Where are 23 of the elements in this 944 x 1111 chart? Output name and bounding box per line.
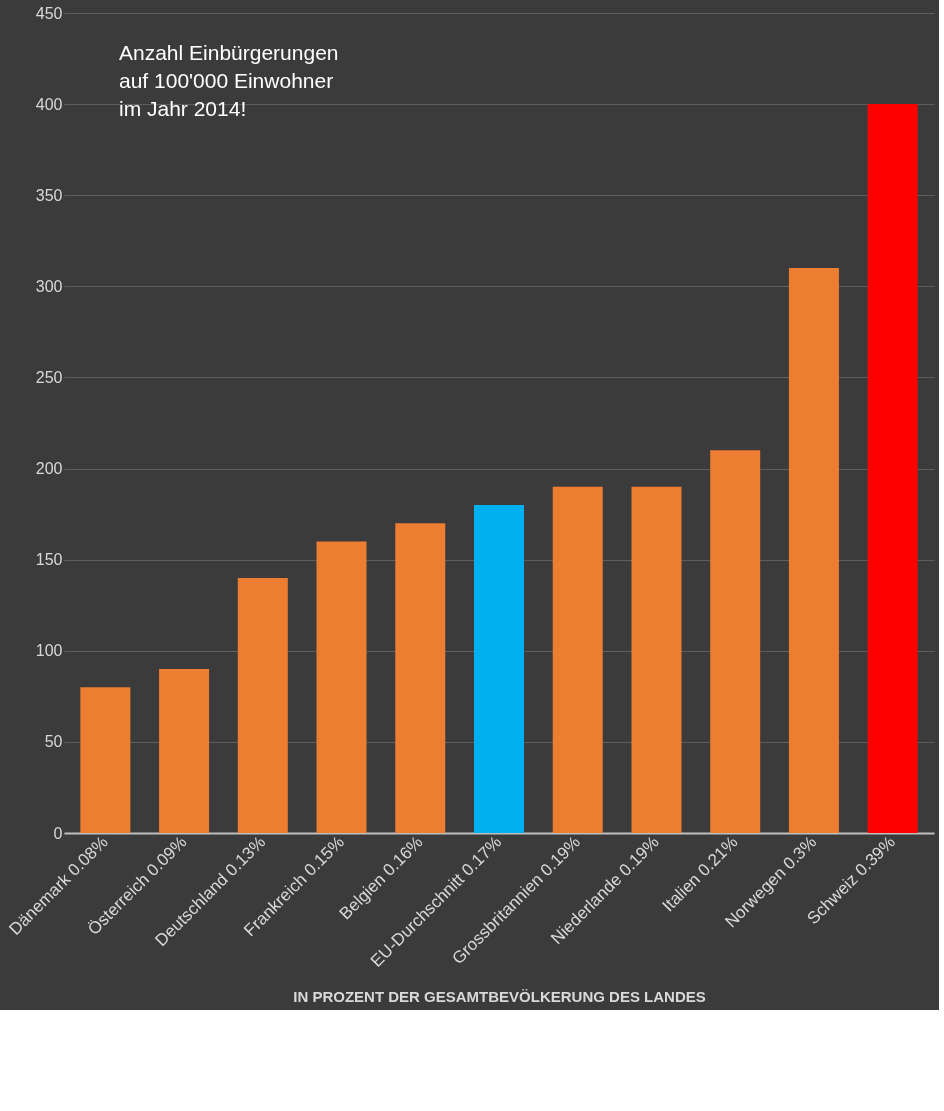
bar — [80, 687, 131, 833]
y-tick-label: 150 — [35, 551, 63, 569]
bar — [710, 450, 761, 833]
bar — [788, 268, 839, 833]
bar — [237, 577, 288, 833]
y-tick-label: 100 — [35, 642, 63, 660]
y-tick-label: 450 — [35, 4, 63, 22]
bar — [474, 505, 524, 833]
x-axis-title: IN PROZENT DER GESAMTBEVÖLKERUNG DES LANDES — [293, 988, 706, 1006]
y-tick-label: 200 — [35, 460, 63, 478]
bar — [395, 523, 446, 833]
bar — [316, 541, 367, 833]
y-tick-label: 350 — [35, 186, 63, 204]
bar — [867, 104, 918, 833]
bar — [631, 486, 682, 833]
y-tick-label: 300 — [35, 277, 63, 295]
bar — [552, 486, 603, 833]
annotation: Anzahl Einbürgerungen auf 100'000 Einwohner im Jahr 2014! — [119, 41, 339, 120]
y-tick-label: 0 — [53, 824, 63, 842]
y-tick-label: 250 — [35, 368, 63, 386]
y-tick-label: 50 — [44, 733, 63, 751]
bar — [159, 669, 210, 833]
y-tick-label: 400 — [35, 95, 63, 113]
